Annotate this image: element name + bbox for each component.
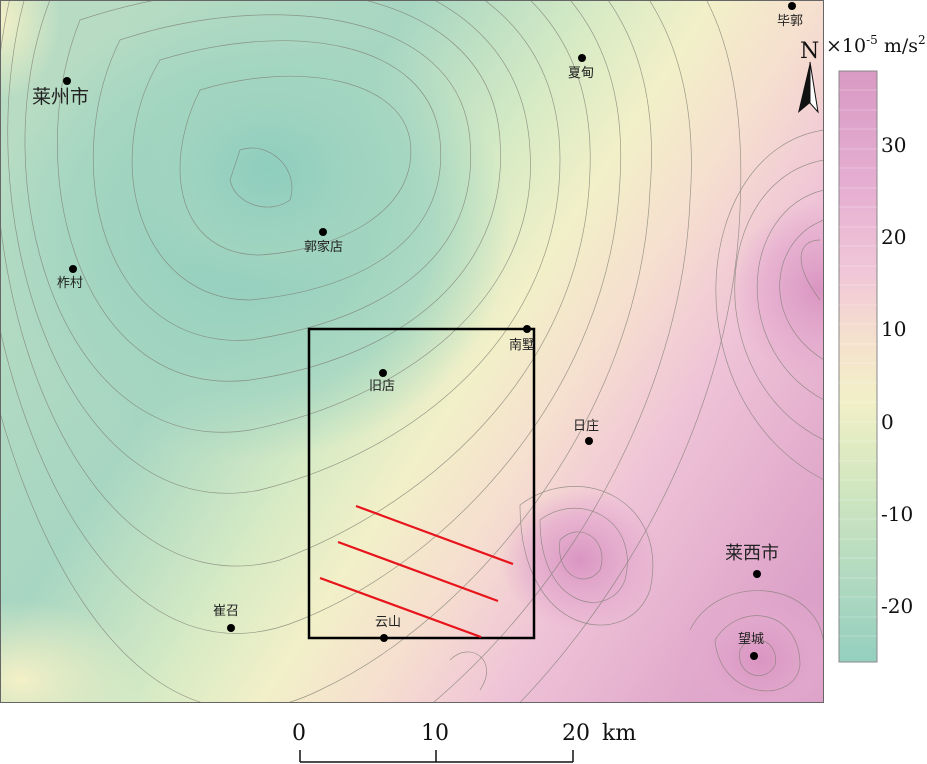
place-label: 柞村 <box>57 276 83 291</box>
place-wangcheng: 望城 <box>738 631 764 660</box>
map-border <box>0 0 824 703</box>
place-dot <box>788 2 796 10</box>
place-label: 崔召 <box>213 603 239 619</box>
legend: ×10-5 m/s2 30 20 10 0 -10 -20 <box>826 33 926 663</box>
scale-label-10: 10 <box>421 721 449 746</box>
scale-bar: 0 10 20 km <box>292 721 636 763</box>
place-dot <box>585 437 593 445</box>
scale-label-0: 0 <box>292 721 306 746</box>
contour-lines <box>0 0 824 703</box>
place-cuizhao: 崔召 <box>213 603 239 632</box>
place-label: 夏甸 <box>568 66 594 81</box>
place-laizhou: 莱州市 <box>32 77 89 108</box>
scale-bar-line <box>299 750 574 763</box>
legend-tick: -10 <box>881 502 913 526</box>
place-label: 南墅 <box>509 337 535 353</box>
legend-tick: 0 <box>881 410 894 434</box>
fault-line <box>337 540 499 603</box>
place-dot <box>379 369 387 377</box>
scale-label-20: 20 <box>562 721 590 746</box>
place-dot <box>380 634 388 642</box>
place-zhacun: 柞村 <box>57 265 83 291</box>
north-label: N <box>800 39 819 64</box>
place-guojiadian: 郭家店 <box>304 228 343 255</box>
place-markers: 莱州市 柞村 郭家店 夏甸 毕郭 南墅 旧店 日庄 <box>32 2 803 660</box>
north-arrow-icon <box>798 61 819 114</box>
place-xiahe: 夏甸 <box>568 54 594 81</box>
study-area-box <box>307 327 536 640</box>
place-dot <box>63 77 71 85</box>
legend-tick: 30 <box>881 133 906 157</box>
place-label: 日庄 <box>573 418 599 434</box>
legend-tick: -20 <box>881 594 913 618</box>
place-yunshan: 云山 <box>375 615 401 642</box>
place-label: 望城 <box>738 631 764 647</box>
place-laixi: 莱西市 <box>725 543 779 578</box>
fault-lines <box>319 504 514 639</box>
yellow-corner-nw <box>0 0 60 100</box>
high-anomaly-zone-south <box>500 490 660 630</box>
low-anomaly-zone-core <box>120 50 420 290</box>
place-label: 云山 <box>375 615 401 630</box>
legend-color-bar <box>838 70 878 663</box>
legend-unit: ×10-5 m/s2 <box>826 33 926 57</box>
fault-line <box>319 576 482 639</box>
place-dot <box>227 624 235 632</box>
fault-line <box>355 504 514 566</box>
legend-tick: 20 <box>881 225 906 249</box>
place-dot <box>750 652 758 660</box>
place-label: 莱州市 <box>32 86 89 108</box>
high-anomaly-zone-se <box>670 590 824 703</box>
yellow-corner-sw <box>0 600 140 703</box>
legend-tick: 10 <box>881 317 906 341</box>
place-label: 毕郭 <box>777 13 803 29</box>
north-arrow: N <box>798 39 819 114</box>
place-dot <box>319 228 327 236</box>
place-jiudian: 旧店 <box>369 369 395 394</box>
legend-bands <box>839 89 877 637</box>
place-dot <box>578 54 586 62</box>
place-dot <box>753 570 761 578</box>
place-label: 旧店 <box>369 379 395 394</box>
place-label: 莱西市 <box>725 543 779 564</box>
scale-unit: km <box>602 721 636 746</box>
high-anomaly-zone-east <box>730 200 824 380</box>
place-dot <box>523 325 531 333</box>
place-nanshu: 南墅 <box>509 325 535 353</box>
place-rizhuang: 日庄 <box>573 418 599 445</box>
place-biguo: 毕郭 <box>777 2 803 29</box>
place-dot <box>69 265 77 273</box>
place-label: 郭家店 <box>304 239 343 255</box>
